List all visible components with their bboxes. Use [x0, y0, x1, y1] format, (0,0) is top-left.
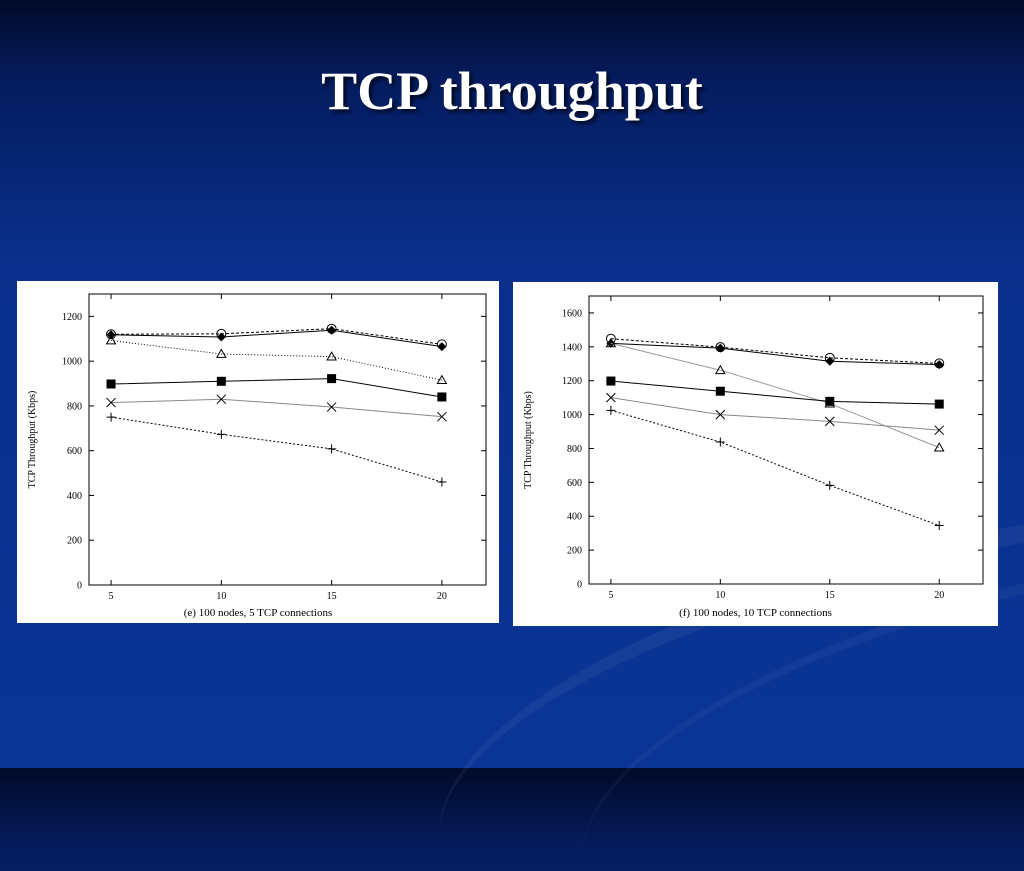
x-tick-label: 5: [608, 590, 613, 601]
series-line: [111, 378, 442, 398]
y-tick-label: 600: [567, 478, 582, 489]
data-point-cross: [216, 394, 227, 405]
series-line: [610, 380, 940, 405]
chart-caption-f: (f) 100 nodes, 10 TCP connections: [679, 607, 832, 619]
throughput-chart-e: 0 200 400 600 800 1000 1200 5 10 15 20 TCP Throughp…: [27, 293, 487, 602]
x-tick-label: 10: [715, 590, 725, 601]
data-point-cross: [326, 402, 337, 412]
data-point-cross: [824, 416, 835, 427]
y-tick-label: 400: [567, 512, 582, 523]
data-point-plus: [825, 480, 835, 490]
data-point-plus: [934, 521, 944, 531]
data-point-triangle: [714, 364, 726, 375]
series-line: [610, 397, 940, 431]
series-plus-f: [606, 405, 944, 531]
series-cross-f: [606, 392, 945, 436]
data-point-square: [216, 376, 226, 386]
y-axis-label-e: TCP Throughput (Kbps): [27, 391, 38, 489]
plot-frame-e: [88, 293, 487, 586]
series-diamond-e: [106, 325, 447, 352]
x-tick-label: 10: [216, 591, 226, 602]
series-line: [610, 409, 940, 527]
data-point-square: [437, 392, 447, 402]
x-tick-label: 20: [437, 591, 447, 602]
series-plus-e: [106, 412, 447, 487]
data-point-cross: [934, 425, 945, 436]
data-point-square: [606, 376, 616, 386]
data-point-square: [327, 374, 337, 384]
data-point-plus: [606, 405, 616, 415]
series-line: [610, 342, 940, 366]
y-tick-label: 1000: [562, 410, 582, 421]
series-line: [610, 342, 940, 449]
throughput-chart-f: 0 200 400 600 800 1000 1200 1400 1600 5 10 15 20 TCP …: [523, 295, 984, 601]
data-point-plus: [327, 444, 337, 454]
data-point-triangle: [105, 335, 117, 345]
series-line: [111, 398, 442, 418]
series-cross-e: [106, 394, 447, 422]
data-point-plus: [216, 429, 226, 439]
y-tick-label: 0: [577, 580, 582, 591]
y-tick-label: 1200: [62, 312, 82, 323]
data-point-plus: [106, 412, 116, 422]
data-point-square: [106, 379, 116, 389]
data-point-cross: [106, 397, 116, 408]
data-point-cross: [437, 411, 447, 422]
series-line: [111, 328, 442, 345]
series-diamond-f: [606, 338, 944, 370]
y-tick-label: 200: [567, 546, 582, 557]
chart-panel-f: 0 200 400 600 800 1000 1200 1400 1600 5 10 15 20 TCP …: [513, 282, 998, 626]
data-point-triangle: [215, 348, 227, 358]
chart-caption-e: (e) 100 nodes, 5 TCP connections: [183, 607, 333, 619]
series-triangle-e: [105, 335, 448, 385]
series-square-e: [106, 374, 447, 402]
y-axis-label-f: TCP Throughput (Kbps): [523, 391, 534, 489]
data-point-plus: [715, 437, 725, 447]
data-point-square: [715, 386, 725, 396]
data-point-plus: [437, 477, 447, 487]
y-tick-label: 1400: [562, 342, 582, 353]
y-tick-label: 200: [67, 536, 82, 547]
data-point-square: [825, 396, 835, 406]
data-point-square: [934, 399, 944, 409]
y-tick-label: 1600: [562, 308, 582, 319]
series-triangle-f: [605, 337, 945, 452]
x-tick-label: 20: [934, 590, 944, 601]
data-point-diamond: [106, 330, 116, 340]
y-tick-label: 0: [77, 581, 82, 592]
y-tick-label: 400: [67, 491, 82, 502]
slide-title: TCP throughput: [321, 61, 703, 121]
data-point-diamond: [327, 325, 337, 335]
x-tick-label: 15: [825, 590, 835, 601]
x-tick-label: 5: [109, 591, 114, 602]
series-line: [110, 416, 443, 483]
chart-panel-e: 0 200 400 600 800 1000 1200 5 10 15 20 TCP Throughp…: [17, 281, 499, 623]
y-tick-label: 600: [67, 446, 82, 457]
series-line: [610, 338, 940, 364]
data-point-diamond: [437, 342, 447, 352]
series-line: [111, 329, 442, 348]
series-square-f: [606, 376, 944, 409]
y-tick-label: 800: [567, 444, 582, 455]
series-circle-e: [106, 323, 447, 350]
plot-frame-f: [588, 295, 984, 585]
data-point-cross: [606, 392, 616, 403]
data-point-diamond: [715, 343, 725, 353]
data-point-triangle: [436, 374, 448, 385]
data-point-triangle: [605, 337, 617, 348]
y-tick-label: 1000: [62, 357, 82, 368]
data-point-triangle: [933, 442, 945, 452]
series-line: [110, 340, 442, 381]
data-point-triangle: [326, 351, 337, 361]
data-point-diamond: [825, 356, 835, 366]
x-tick-label: 15: [327, 591, 337, 602]
data-point-cross: [715, 409, 726, 420]
y-tick-label: 800: [67, 401, 82, 412]
data-point-diamond: [934, 360, 944, 370]
data-point-diamond: [216, 332, 226, 342]
y-tick-label: 1200: [562, 376, 582, 387]
